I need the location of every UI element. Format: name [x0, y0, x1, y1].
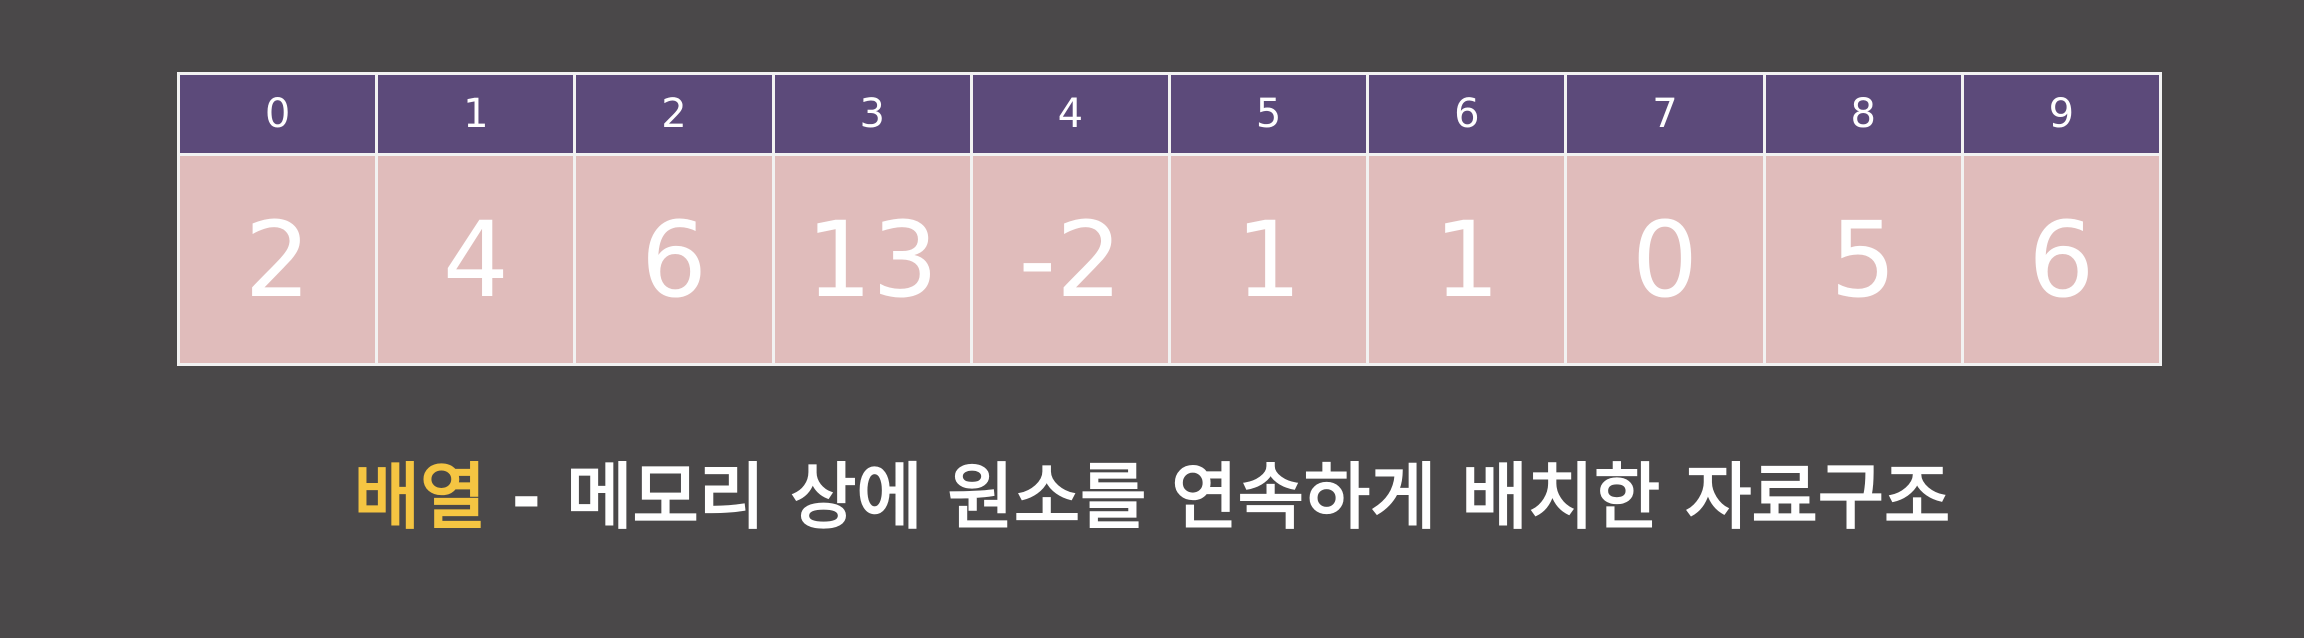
index-cell-7: 7 — [1567, 75, 1763, 153]
value-cell-0: 2 — [180, 156, 376, 363]
value-cell-8: 5 — [1765, 156, 1961, 363]
index-cell-2: 2 — [576, 75, 772, 153]
value-cell-3: 13 — [774, 156, 970, 363]
value-cell-2: 6 — [576, 156, 772, 363]
caption-definition: - 메모리 상에 원소를 연속하게 배치한 자료구조 — [486, 454, 1951, 539]
index-cell-9: 9 — [1963, 75, 2159, 153]
value-cell-9: 6 — [1963, 156, 2159, 363]
value-cell-5: 1 — [1170, 156, 1367, 363]
value-cell-7: 0 — [1567, 156, 1763, 363]
caption: 배열 - 메모리 상에 원소를 연속하게 배치한 자료구조 — [0, 440, 2304, 540]
index-cell-3: 3 — [774, 75, 970, 153]
array-diagram: 0 1 2 3 4 5 6 7 8 9 2 4 6 13 -2 1 1 0 5 … — [177, 72, 2162, 366]
value-cell-1: 4 — [378, 156, 574, 363]
caption-term: 배열 — [353, 454, 487, 539]
value-cell-4: -2 — [972, 156, 1168, 363]
index-cell-5: 5 — [1170, 75, 1367, 153]
index-cell-4: 4 — [972, 75, 1168, 153]
value-cell-6: 1 — [1369, 156, 1565, 363]
index-cell-0: 0 — [180, 75, 376, 153]
index-cell-1: 1 — [378, 75, 574, 153]
index-cell-8: 8 — [1765, 75, 1961, 153]
index-cell-6: 6 — [1369, 75, 1565, 153]
